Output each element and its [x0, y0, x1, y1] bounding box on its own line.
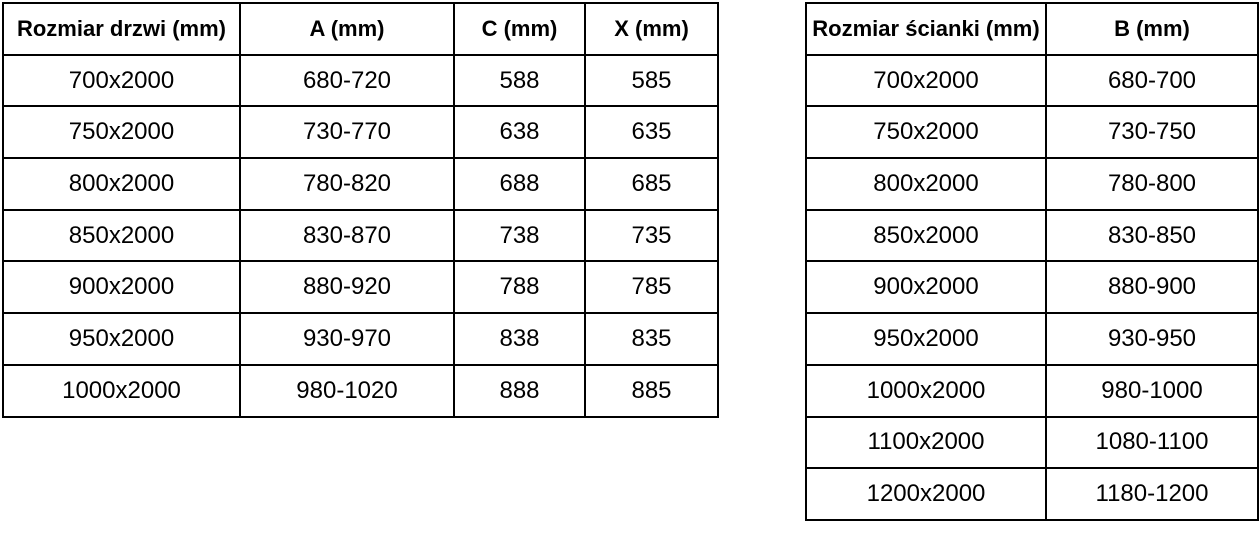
- column-header: Rozmiar ścianki (mm): [805, 2, 1047, 56]
- table-cell: 750x2000: [805, 105, 1047, 160]
- column-header: A (mm): [239, 2, 455, 56]
- table-row: 850x2000 830-870 738 735: [2, 208, 719, 263]
- table-cell: 1000x2000: [2, 363, 241, 418]
- table-cell: 850x2000: [805, 208, 1047, 263]
- table-cell: 800x2000: [805, 157, 1047, 211]
- table-row: 950x2000 930-970 838 835: [2, 312, 719, 366]
- table-cell: 1100x2000: [805, 415, 1047, 470]
- table-row: 900x2000 880-920 788 785: [2, 260, 719, 315]
- header-row: Rozmiar ścianki (mm) B (mm): [805, 2, 1259, 56]
- table-cell: 900x2000: [2, 260, 241, 315]
- table-cell: 685: [584, 157, 719, 211]
- table-cell: 835: [584, 312, 719, 366]
- table-cell: 735: [584, 208, 719, 263]
- wall-panel-dimensions-table: Rozmiar ścianki (mm) B (mm) 700x2000 680-70…: [805, 2, 1259, 521]
- table-cell: 1080-1100: [1045, 415, 1259, 470]
- table-cell: 900x2000: [805, 260, 1047, 315]
- table-cell: 688: [453, 157, 586, 211]
- table-cell: 680-700: [1045, 53, 1259, 108]
- table-cell: 1200x2000: [805, 467, 1047, 521]
- table-cell: 730-770: [239, 105, 455, 160]
- table-row: 1200x2000 1180-1200: [805, 467, 1259, 521]
- table-cell: 838: [453, 312, 586, 366]
- table-cell: 1000x2000: [805, 363, 1047, 418]
- table-cell: 638: [453, 105, 586, 160]
- table-cell: 930-970: [239, 312, 455, 366]
- table-cell: 788: [453, 260, 586, 315]
- table-row: 800x2000 780-820 688 685: [2, 157, 719, 211]
- table-row: 850x2000 830-850: [805, 208, 1259, 263]
- table-cell: 830-850: [1045, 208, 1259, 263]
- table-cell: 980-1020: [239, 363, 455, 418]
- table-cell: 950x2000: [805, 312, 1047, 366]
- table-row: 1000x2000 980-1000: [805, 363, 1259, 418]
- column-header: Rozmiar drzwi (mm): [2, 2, 241, 56]
- table-cell: 1180-1200: [1045, 467, 1259, 521]
- table-row: 750x2000 730-750: [805, 105, 1259, 160]
- table-cell: 680-720: [239, 53, 455, 108]
- table-row: 1000x2000 980-1020 888 885: [2, 363, 719, 418]
- table-cell: 930-950: [1045, 312, 1259, 366]
- table-cell: 830-870: [239, 208, 455, 263]
- table-row: 700x2000 680-700: [805, 53, 1259, 108]
- table-cell: 950x2000: [2, 312, 241, 366]
- table-cell: 738: [453, 208, 586, 263]
- column-header: B (mm): [1045, 2, 1259, 56]
- table-row: 1100x2000 1080-1100: [805, 415, 1259, 470]
- table-row: 950x2000 930-950: [805, 312, 1259, 366]
- table-cell: 980-1000: [1045, 363, 1259, 418]
- table-cell: 588: [453, 53, 586, 108]
- table-row: 800x2000 780-800: [805, 157, 1259, 211]
- table-cell: 885: [584, 363, 719, 418]
- table-cell: 780-820: [239, 157, 455, 211]
- table-cell: 700x2000: [805, 53, 1047, 108]
- table-cell: 700x2000: [2, 53, 241, 108]
- table-cell: 780-800: [1045, 157, 1259, 211]
- table-cell: 635: [584, 105, 719, 160]
- table-cell: 850x2000: [2, 208, 241, 263]
- table-row: 750x2000 730-770 638 635: [2, 105, 719, 160]
- door-dimensions-table: Rozmiar drzwi (mm) A (mm) C (mm) X (mm) 700x…: [2, 2, 719, 418]
- table-cell: 888: [453, 363, 586, 418]
- table-cell: 585: [584, 53, 719, 108]
- table-cell: 785: [584, 260, 719, 315]
- table-cell: 750x2000: [2, 105, 241, 160]
- table-cell: 730-750: [1045, 105, 1259, 160]
- table-cell: 800x2000: [2, 157, 241, 211]
- table-row: 700x2000 680-720 588 585: [2, 53, 719, 108]
- column-header: X (mm): [584, 2, 719, 56]
- table-row: 900x2000 880-900: [805, 260, 1259, 315]
- table-cell: 880-900: [1045, 260, 1259, 315]
- table-cell: 880-920: [239, 260, 455, 315]
- column-header: C (mm): [453, 2, 586, 56]
- header-row: Rozmiar drzwi (mm) A (mm) C (mm) X (mm): [2, 2, 719, 56]
